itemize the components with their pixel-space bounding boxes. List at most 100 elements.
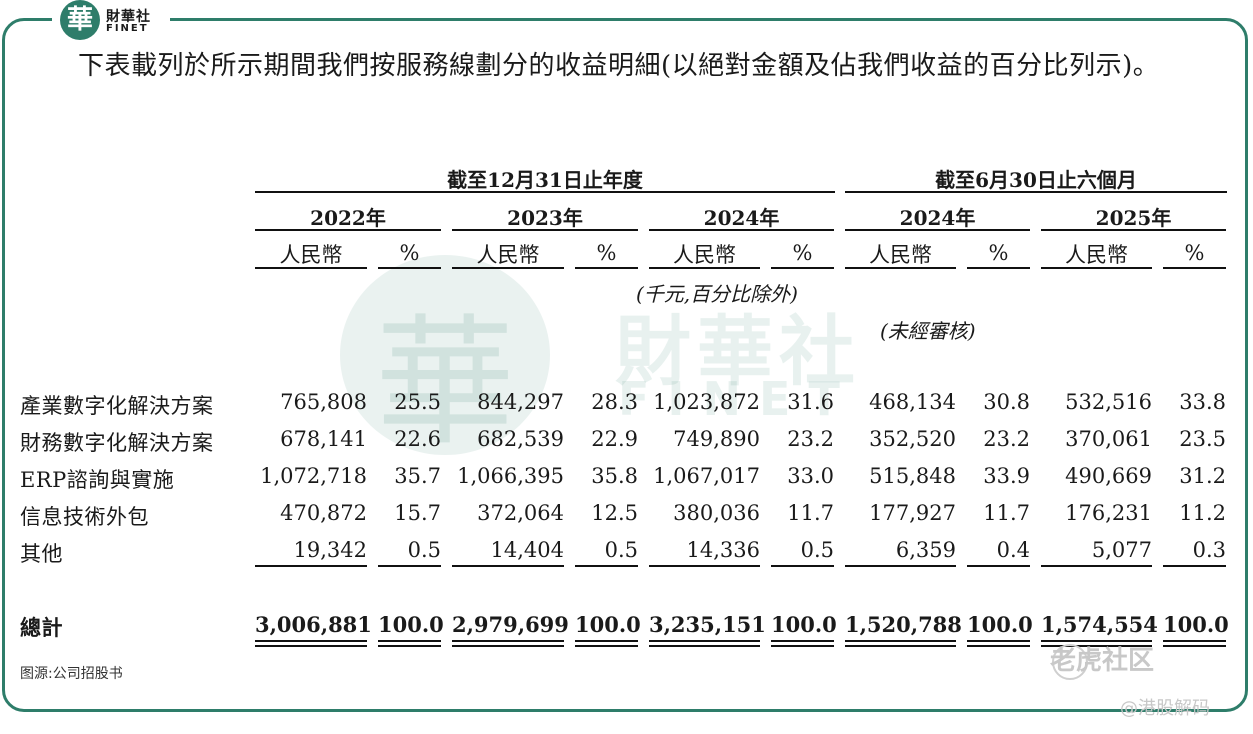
pct-cell: 23.2: [787, 427, 834, 451]
year-header: 2024年: [703, 206, 780, 230]
row-label: 信息技術外包: [20, 505, 149, 529]
logo-name-en: FINET: [106, 23, 149, 34]
total-double-rule: [452, 640, 564, 642]
rmb-cell: 470,872: [280, 501, 367, 525]
pct-cell: 28.3: [591, 390, 638, 414]
total-double-rule: [967, 645, 1030, 647]
pct-cell: 11.7: [983, 501, 1030, 525]
intro-paragraph: 下表載列於所示期間我們按服務線劃分的收益明細(以絕對金額及佔我們收益的百分比列示…: [78, 51, 1160, 81]
total-pct-cell: 100.0: [1163, 612, 1229, 637]
rmb-cell: 765,808: [280, 390, 367, 414]
pct-subheader: %: [1184, 241, 1205, 265]
subtotal-rule: [845, 565, 956, 567]
rule-rmb: [649, 267, 760, 269]
pct-cell: 33.8: [1179, 390, 1226, 414]
subtotal-rule: [771, 565, 834, 567]
rmb-cell: 678,141: [280, 427, 367, 451]
rule-rmb: [1041, 267, 1152, 269]
total-rmb-cell: 1,520,788: [845, 612, 962, 637]
rmb-cell: 370,061: [1065, 427, 1152, 451]
total-double-rule: [1041, 645, 1152, 647]
pct-cell: 23.2: [983, 427, 1030, 451]
pct-subheader: %: [988, 241, 1009, 265]
total-pct-cell: 100.0: [967, 612, 1033, 637]
pct-cell: 11.7: [787, 501, 834, 525]
subtotal-rule: [967, 565, 1030, 567]
rule-rmb: [255, 267, 367, 269]
tiger-community-watermark: 老虎社区: [1050, 646, 1155, 676]
pct-cell: 22.6: [394, 427, 441, 451]
rmb-cell: 1,066,395: [457, 464, 564, 488]
pct-cell: 31.6: [787, 390, 834, 414]
pct-cell: 0.5: [407, 538, 441, 562]
total-double-rule: [649, 645, 760, 647]
unaudited-note: (未經審核): [880, 319, 976, 343]
rmb-cell: 352,520: [869, 427, 956, 451]
total-rmb-cell: 3,235,151: [649, 612, 766, 637]
subtotal-rule: [575, 565, 638, 567]
row-label: 其他: [20, 542, 63, 566]
total-double-rule: [845, 645, 956, 647]
total-double-rule: [1163, 645, 1226, 647]
pct-cell: 15.7: [394, 501, 441, 525]
rule-rmb: [845, 267, 956, 269]
year-header: 2025年: [1095, 206, 1172, 230]
pct-subheader: %: [596, 241, 617, 265]
total-double-rule: [649, 640, 760, 642]
rmb-subheader: 人民幣: [673, 243, 736, 267]
total-label: 總計: [20, 615, 63, 640]
rule-pct: [1163, 267, 1226, 269]
logo-name-cn: 財華社: [106, 9, 151, 25]
pct-cell: 35.7: [394, 464, 441, 488]
pct-cell: 0.3: [1192, 538, 1226, 562]
rule-year: [1041, 229, 1226, 231]
total-double-rule: [771, 645, 834, 647]
pct-cell: 30.8: [983, 390, 1030, 414]
year-header: 2023年: [507, 206, 583, 230]
rule-pct: [378, 267, 441, 269]
pct-cell: 22.9: [591, 427, 638, 451]
rmb-cell: 14,404: [490, 538, 564, 562]
total-double-rule: [1041, 640, 1152, 642]
rmb-cell: 14,336: [686, 538, 760, 562]
total-pct-cell: 100.0: [575, 612, 641, 637]
total-double-rule: [378, 640, 441, 642]
rule-rmb: [452, 267, 564, 269]
period-header-six-months: 截至6月30日止六個月: [935, 168, 1137, 192]
row-label: 財務數字化解決方案: [20, 431, 214, 455]
total-rmb-cell: 1,574,554: [1041, 612, 1158, 637]
pct-cell: 23.5: [1179, 427, 1226, 451]
pct-cell: 33.0: [787, 464, 834, 488]
pct-subheader: %: [399, 241, 420, 265]
finet-logo-icon: 華: [60, 0, 100, 40]
total-double-rule: [1163, 640, 1226, 642]
pct-cell: 12.5: [591, 501, 638, 525]
total-double-rule: [452, 645, 564, 647]
total-double-rule: [378, 645, 441, 647]
total-double-rule: [845, 640, 956, 642]
rule-annual: [255, 191, 835, 193]
watermark-name-en: FINET: [618, 372, 858, 426]
rmb-cell: 682,539: [477, 427, 564, 451]
rmb-cell: 749,890: [673, 427, 760, 451]
pct-cell: 0.5: [604, 538, 638, 562]
rule-year: [255, 229, 441, 231]
rmb-cell: 490,669: [1065, 464, 1152, 488]
total-double-rule: [575, 640, 638, 642]
row-label: ERP諮詢與實施: [20, 468, 175, 492]
rmb-cell: 468,134: [869, 390, 956, 414]
rule-pct: [771, 267, 834, 269]
rmb-cell: 380,036: [673, 501, 760, 525]
rmb-cell: 1,072,718: [260, 464, 367, 488]
rmb-cell: 19,342: [293, 538, 367, 562]
rmb-cell: 176,231: [1065, 501, 1152, 525]
total-rmb-cell: 2,979,699: [452, 612, 569, 637]
pct-cell: 31.2: [1179, 464, 1226, 488]
rule-pct: [575, 267, 638, 269]
rule-six-months: [845, 191, 1227, 193]
rule-year: [452, 229, 638, 231]
content-frame: [2, 18, 1248, 712]
total-rmb-cell: 3,006,881: [255, 612, 372, 637]
rmb-subheader: 人民幣: [869, 243, 932, 267]
rmb-cell: 372,064: [477, 501, 564, 525]
